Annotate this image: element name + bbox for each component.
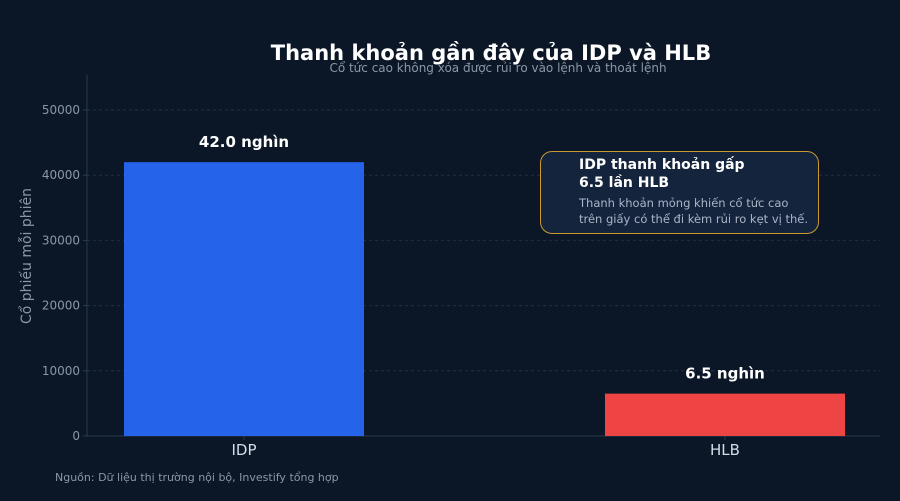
y-tick-label: 0: [72, 429, 80, 443]
data-label-idp: 42.0 nghìn: [199, 133, 289, 151]
y-axis-label: Cổ phiếu mỗi phiên: [18, 188, 35, 324]
bar-hlb: [605, 393, 845, 436]
y-tick-label: 30000: [42, 233, 80, 247]
y-tick-label: 40000: [42, 168, 80, 182]
chart-subtitle: Cổ tức cao không xóa được rủi ro vào lện…: [329, 61, 666, 75]
annotation-body: Thanh khoản mỏng khiến cổ tức cao trên g…: [579, 195, 808, 227]
annotation-body-line-2: trên giấy có thể đi kèm rủi ro kẹt vị th…: [579, 212, 809, 226]
annotation-box: IDP thanh khoản gấp 6.5 lần HLB Thanh kh…: [540, 151, 819, 234]
annotation-title: IDP thanh khoản gấp 6.5 lần HLB: [579, 156, 808, 192]
bar-idp: [124, 162, 364, 436]
x-tick-label: HLB: [710, 441, 740, 459]
y-tick-label: 10000: [42, 364, 80, 378]
chart-title: Thanh khoản gần đây của IDP và HLB: [271, 41, 711, 65]
annotation-body-line-1: Thanh khoản mỏng khiến cổ tức cao: [579, 196, 789, 210]
source-note: Nguồn: Dữ liệu thị trường nội bộ, Invest…: [55, 471, 339, 484]
x-tick-label: IDP: [231, 441, 256, 459]
y-tick-label: 20000: [42, 299, 80, 313]
data-label-hlb: 6.5 nghìn: [685, 365, 765, 383]
annotation-title-line-1: IDP thanh khoản gấp: [579, 157, 745, 173]
annotation-title-line-2: 6.5 lần HLB: [579, 175, 670, 191]
y-tick-label: 50000: [42, 103, 80, 117]
